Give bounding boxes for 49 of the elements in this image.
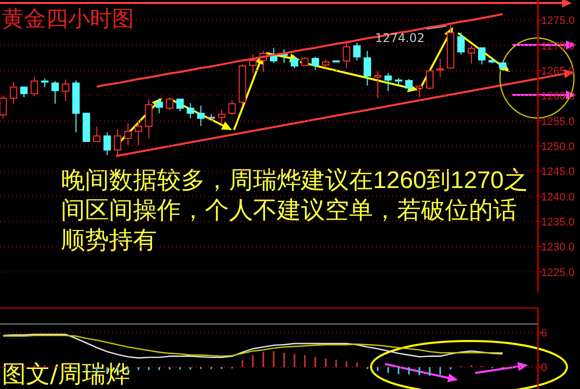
y-tick-label: 1225.0 [541, 266, 575, 279]
y-tick-label: 0 [541, 362, 548, 374]
candlestick [197, 105, 205, 126]
candlestick [145, 98, 153, 139]
candlestick [478, 47, 486, 65]
candlestick [176, 98, 184, 112]
candlestick [342, 42, 350, 68]
candlestick [20, 86, 28, 98]
candlestick [290, 56, 298, 68]
candlestick [364, 50, 372, 86]
candlestick [155, 98, 163, 114]
candlestick [353, 42, 361, 61]
candlestick [457, 32, 465, 55]
candlestick [134, 120, 142, 146]
annotation: 图文/周瑞烨 [2, 360, 130, 388]
candlestick [228, 100, 236, 116]
candlestick [186, 102, 194, 119]
y-tick-label: 1250.0 [541, 141, 575, 153]
candlestick [124, 122, 132, 146]
candlestick [426, 68, 434, 90]
candlestick [374, 70, 382, 99]
y-tick-label: 6 [541, 328, 548, 340]
y-tick-label: 1240.0 [541, 191, 575, 204]
candlestick [218, 109, 226, 124]
candlestick [249, 54, 257, 74]
candlestick [103, 132, 111, 156]
candlestick [468, 45, 476, 64]
annotation: 晚间数据较多，周瑞烨建议在1260到1270之间区间操作，个人不建议空单，若破位的话顺势持有 [61, 166, 529, 256]
candlestick [405, 78, 413, 93]
candlestick [301, 56, 309, 66]
candlestick [312, 56, 320, 70]
y-tick-label: 1255.0 [541, 116, 575, 128]
candlestick [93, 126, 101, 142]
candlestick [114, 128, 122, 157]
candlestick [166, 96, 174, 111]
candlestick [416, 86, 424, 98]
candlestick [30, 76, 38, 97]
y-tick-label: 1245.0 [541, 166, 575, 178]
y-tick-label: 1230.0 [541, 242, 575, 254]
candlestick [10, 82, 18, 104]
y-tick-label: 1235.0 [541, 216, 575, 229]
candlestick [0, 96, 7, 119]
y-tick-label: 1275.0 [541, 15, 575, 28]
candlestick [62, 79, 70, 102]
candlestick [51, 80, 59, 104]
candlestick [384, 72, 392, 92]
chart-title: 黄金四小时图 [2, 7, 134, 32]
annotation: 1274.02 [374, 31, 425, 46]
candlestick [436, 58, 444, 78]
